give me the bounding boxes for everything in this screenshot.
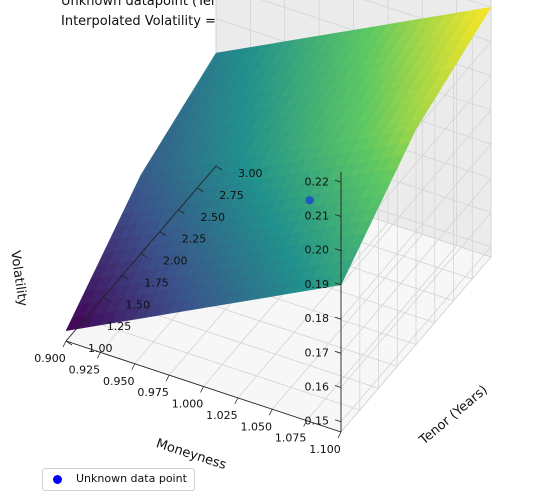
volatility-surface <box>65 6 492 332</box>
x-tick-label: 0.925 <box>69 363 101 376</box>
y-tick-label: 2.25 <box>182 233 207 246</box>
z-tick-label: 0.17 <box>305 346 330 359</box>
z-tick <box>334 248 342 252</box>
axes: 0.9000.9250.9500.9751.0001.0251.0501.075… <box>34 165 342 456</box>
x-tick-label: 1.050 <box>241 420 273 433</box>
y-tick-label: 1.50 <box>126 298 151 311</box>
z-tick <box>334 385 342 388</box>
x-tick <box>97 352 101 359</box>
y-axis-label: Tenor (Years) <box>416 383 491 449</box>
y-tick-label: 1.25 <box>107 320 132 333</box>
y-tick-label: 3.00 <box>238 167 263 180</box>
z-axis-label: Volatility <box>7 250 30 308</box>
z-tick <box>334 282 342 286</box>
z-tick <box>334 179 342 183</box>
z-tick-label: 0.16 <box>305 381 330 394</box>
y-tick-label: 1.00 <box>88 342 113 355</box>
legend-label: Unknown data point <box>76 472 187 485</box>
x-tick-label: 1.025 <box>206 409 238 422</box>
legend: Unknown data point <box>42 468 195 491</box>
x-tick-label: 1.100 <box>309 443 341 456</box>
y-tick <box>159 231 166 236</box>
x-tick-label: 0.975 <box>137 386 169 399</box>
x-tick <box>337 431 342 439</box>
x-tick <box>165 374 170 382</box>
y-tick <box>215 165 223 171</box>
y-tick-label: 1.75 <box>144 276 169 289</box>
x-tick-label: 1.075 <box>275 432 307 445</box>
z-tick-label: 0.20 <box>305 244 330 257</box>
z-tick <box>334 419 342 423</box>
gridline-y <box>103 128 379 389</box>
z-tick-label: 0.19 <box>305 278 330 291</box>
gridline-z <box>260 0 492 251</box>
y-tick-label: 2.00 <box>163 255 188 268</box>
y-tick <box>122 275 129 280</box>
x-tick <box>62 340 67 348</box>
x-tick <box>131 363 136 370</box>
y-tick-label: 2.75 <box>219 189 244 202</box>
y-tick <box>65 340 73 346</box>
x-tick <box>268 409 273 416</box>
y-tick <box>103 296 110 302</box>
z-tick-label: 0.18 <box>305 312 330 325</box>
x-tick <box>234 397 239 405</box>
y-tick <box>178 209 185 215</box>
surface-patch <box>472 6 492 20</box>
z-tick <box>334 350 342 354</box>
legend-marker <box>53 475 62 484</box>
y-tick-label: 2.50 <box>201 211 226 224</box>
x-tick-label: 0.900 <box>34 352 66 365</box>
z-tick-label: 0.15 <box>305 415 330 428</box>
x-tick <box>200 386 204 393</box>
z-tick <box>334 214 342 217</box>
x-tick-label: 0.950 <box>103 375 135 388</box>
y-tick <box>140 253 148 258</box>
unknown-data-point <box>305 196 314 205</box>
z-tick-label: 0.22 <box>305 175 330 188</box>
y-tick <box>84 318 91 324</box>
z-tick <box>334 316 342 320</box>
x-tick-label: 1.000 <box>172 398 204 411</box>
x-tick <box>303 420 307 427</box>
z-tick-label: 0.21 <box>305 209 330 222</box>
y-tick <box>197 187 204 193</box>
